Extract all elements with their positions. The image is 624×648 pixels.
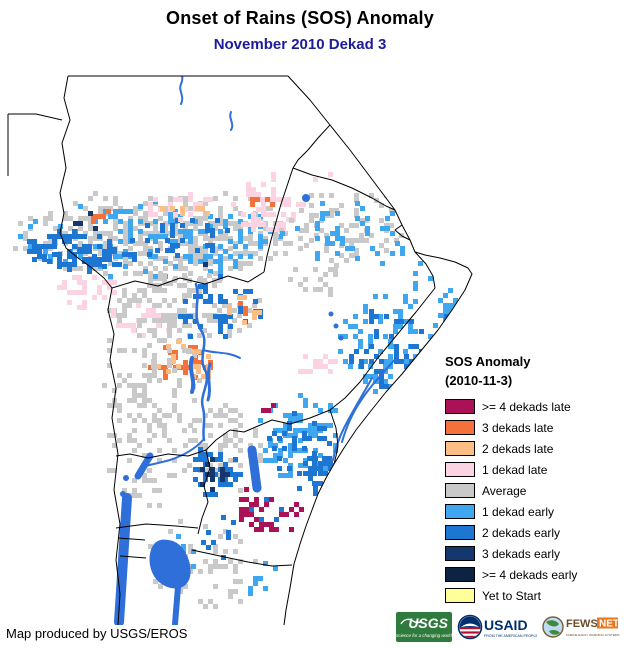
legend-swatch xyxy=(445,525,475,540)
juba-river xyxy=(332,377,373,461)
usaid-wordmark: USAID xyxy=(484,617,528,633)
lake-edward xyxy=(123,475,129,481)
legend-swatch xyxy=(445,567,475,582)
legend-items: >= 4 dekads late 3 dekads late 2 dekads la… xyxy=(445,396,621,606)
border-chad-edge xyxy=(7,113,63,176)
albert-nile-river xyxy=(145,439,204,467)
credit-text: Map produced by USGS/EROS xyxy=(6,626,188,641)
usgs-wave-icon xyxy=(400,618,423,625)
legend-swatch xyxy=(445,546,475,561)
legend-label: Yet to Start xyxy=(482,588,541,603)
lake-albert xyxy=(134,452,154,480)
legend-label: 2 dekads late xyxy=(482,441,554,456)
border-uganda-kenya xyxy=(197,449,211,535)
legend-swatch xyxy=(445,399,475,414)
legend: SOS Anomaly (2010-11-3) >= 4 dekads late… xyxy=(445,352,621,606)
legend-label: 3 dekads late xyxy=(482,420,554,435)
lake-tana xyxy=(302,194,310,202)
lake-kivu xyxy=(120,491,126,497)
border-eritrea-ethiopia xyxy=(292,167,396,211)
border-southsudan-south xyxy=(115,429,231,459)
border-ethiopia-somalia xyxy=(329,251,436,411)
legend-item: 1 dekad late xyxy=(445,459,621,480)
sudd-marsh-2 xyxy=(206,362,212,402)
page-subtitle: November 2010 Dekad 3 xyxy=(213,36,387,53)
usaid-logo: USAID FROM THE AMERICAN PEOPLE xyxy=(457,614,537,640)
rift-lake-3 xyxy=(338,335,344,341)
usgs-tagline: science for a changing world xyxy=(396,633,452,638)
legend-swatch xyxy=(445,588,475,603)
page-title: Onset of Rains (SOS) Anomaly xyxy=(166,8,434,28)
border-ethiopia-kenya xyxy=(229,409,331,433)
anomaly-raster-layer xyxy=(13,172,469,614)
legend-item: 2 dekads early xyxy=(445,522,621,543)
legend-swatch xyxy=(445,420,475,435)
lake-turkana xyxy=(247,445,262,493)
usaid-tagline: FROM THE AMERICAN PEOPLE xyxy=(484,634,537,638)
lake-tanganyika xyxy=(114,493,132,625)
fewsnet-wordmark-net: NET xyxy=(599,619,619,630)
legend-label: 1 dekad late xyxy=(482,462,548,477)
sobat-river xyxy=(202,349,241,359)
border-djibouti xyxy=(394,224,411,241)
legend-item: 2 dekads late xyxy=(445,438,621,459)
legend-item: Yet to Start xyxy=(445,585,621,606)
border-rwanda-burundi xyxy=(117,537,147,559)
usaid-seal-icon xyxy=(457,614,483,640)
legend-swatch xyxy=(445,483,475,498)
nile-river xyxy=(177,76,184,105)
sudd-marsh xyxy=(188,356,196,394)
border-west-chad-car-drc xyxy=(59,75,121,626)
legend-label: 2 dekads early xyxy=(482,525,561,540)
legend-label: >= 4 dekads early xyxy=(482,567,578,582)
legend-item: >= 4 dekads early xyxy=(445,564,621,585)
usgs-wordmark: USGS xyxy=(408,615,448,631)
fewsnet-tagline: FAMINE EARLY WARNING SYSTEMS NETWORK xyxy=(566,633,620,637)
fewsnet-logo: FEWS NET FAMINE EARLY WARNING SYSTEMS NE… xyxy=(542,616,620,638)
rift-lake-2 xyxy=(333,323,339,329)
malagarasi-river xyxy=(172,559,183,625)
legend-title: SOS Anomaly xyxy=(445,354,531,369)
border-sudan-southsudan xyxy=(111,271,265,289)
fewsnet-globe-icon xyxy=(542,616,564,638)
logo-row: USGS science for a changing world USAID … xyxy=(396,612,620,642)
usgs-logo: USGS science for a changing world xyxy=(396,612,452,642)
legend-label: >= 4 dekads late xyxy=(482,399,571,414)
rift-lake-1 xyxy=(328,311,334,317)
map-canvas xyxy=(7,75,473,626)
water-layer xyxy=(114,76,399,625)
legend-swatch xyxy=(445,462,475,477)
legend-item: 1 dekad early xyxy=(445,501,621,522)
white-nile-river xyxy=(194,282,209,442)
shabelle-river xyxy=(341,355,399,443)
border-sudan-ethiopia xyxy=(263,167,294,273)
border-coastline xyxy=(283,75,473,626)
border-kenya-tanzania xyxy=(191,549,293,567)
legend-label: Average xyxy=(482,483,527,498)
legend-item: >= 4 dekads late xyxy=(445,396,621,417)
fewsnet-wordmark-fews: FEWS xyxy=(566,618,598,630)
legend-item: 3 dekads early xyxy=(445,543,621,564)
legend-item: Average xyxy=(445,480,621,501)
atbara-river xyxy=(229,111,234,131)
legend-label: 1 dekad early xyxy=(482,504,555,519)
legend-swatch xyxy=(445,441,475,456)
border-kenya-somalia xyxy=(329,409,339,465)
legend-item: 3 dekads late xyxy=(445,417,621,438)
border-eritrea-sudan xyxy=(292,124,331,169)
legend-subtitle: (2010-11-3) xyxy=(445,373,513,388)
fewsnet-net-box xyxy=(597,617,618,629)
legend-swatch xyxy=(445,504,475,519)
legend-label: 3 dekads early xyxy=(482,546,561,561)
border-uganda-south xyxy=(115,523,199,529)
country-borders-layer xyxy=(7,75,473,626)
